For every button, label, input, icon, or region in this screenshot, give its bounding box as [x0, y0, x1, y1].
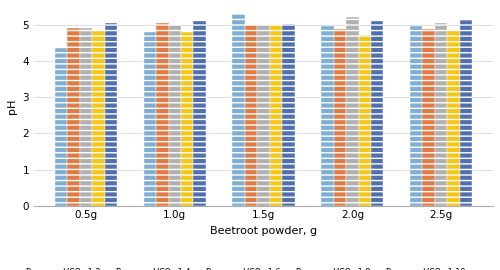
Bar [422, 29, 435, 206]
Bar [358, 35, 371, 206]
Bar [282, 23, 294, 206]
Bar [321, 26, 334, 206]
Bar [334, 29, 346, 206]
Bar [181, 32, 194, 206]
X-axis label: Beetroot powder, g: Beetroot powder, g [210, 226, 317, 236]
Bar [168, 25, 181, 206]
Bar [371, 21, 384, 206]
Bar [156, 23, 168, 206]
Bar [245, 25, 258, 206]
Bar [258, 25, 270, 206]
Bar [232, 14, 245, 206]
Bar [55, 48, 68, 206]
Bar [270, 25, 282, 206]
Bar [194, 21, 206, 206]
Bar [410, 26, 422, 206]
Bar [104, 23, 117, 206]
Bar [435, 23, 448, 206]
Bar [144, 32, 156, 206]
Y-axis label: pH: pH [7, 99, 17, 114]
Bar [68, 28, 80, 206]
Bar [346, 17, 358, 206]
Bar [80, 28, 92, 206]
Bar [92, 30, 104, 206]
Bar [460, 20, 472, 206]
Bar [448, 30, 460, 206]
Legend: Beeswax:VCO=1:2, Beeswax:VCO=1:4, Beeswax:VCO=1:6, Beeswax:VCO=1:8, Beeswax:VCO=: Beeswax:VCO=1:2, Beeswax:VCO=1:4, Beeswa… [15, 268, 465, 270]
